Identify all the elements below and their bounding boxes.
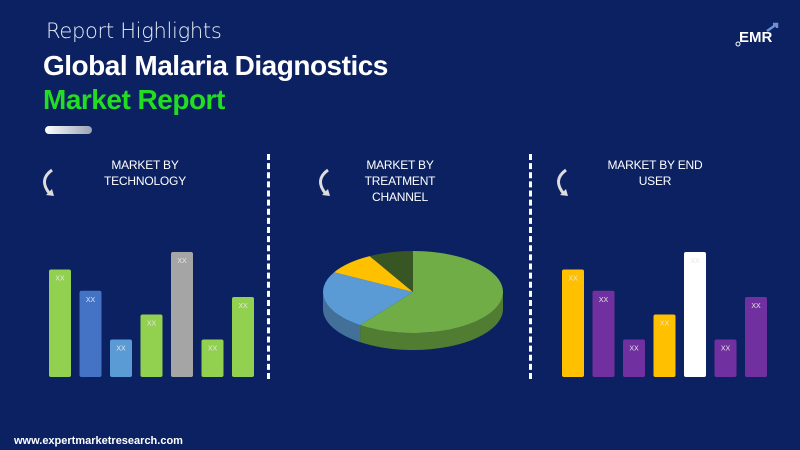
arrow-head-icon <box>46 189 54 196</box>
bar-data-label: XX <box>690 258 700 265</box>
bar-data-label: XX <box>751 303 761 310</box>
bar-data-label: XX <box>599 297 609 304</box>
arrow-head-icon <box>322 189 330 196</box>
technology-bar-chart: XX XX XX XX XX XX XX <box>49 252 254 377</box>
report-subtitle: Market Report <box>43 84 225 115</box>
bar-data-label: XX <box>568 276 578 283</box>
report-kicker: Report Highlights <box>46 19 222 43</box>
pie-slice-side <box>360 292 503 350</box>
bar <box>714 339 737 377</box>
bar <box>171 252 193 377</box>
pie-slice-side <box>322 292 361 343</box>
bar <box>232 297 254 377</box>
pie-slice <box>334 256 413 292</box>
bar <box>653 314 676 377</box>
section-title-technology: MARKET BY TECHNOLOGY <box>103 158 186 188</box>
bar-data-label: XX <box>721 346 731 353</box>
bar <box>684 252 706 377</box>
bar <box>623 339 645 377</box>
bar-data-label: XX <box>147 321 157 328</box>
bar <box>745 297 767 377</box>
report-title: Global Malaria Diagnostics <box>43 50 388 81</box>
curved-arrow-icon <box>43 168 53 195</box>
bar <box>79 290 102 377</box>
bar <box>49 269 71 377</box>
footer-url[interactable]: www.expertmarketresearch.com <box>14 435 183 447</box>
emr-logo: EMR <box>733 22 783 47</box>
bar-data-label: XX <box>629 346 639 353</box>
bar-data-label: XX <box>660 321 670 328</box>
bar <box>592 290 615 377</box>
bar-data-label: XX <box>116 346 126 353</box>
svg-text:EMR: EMR <box>739 29 773 46</box>
treatment-channel-pie-chart <box>322 251 503 350</box>
section-title-end-user: MARKET BY END USER <box>607 158 703 188</box>
bar-data-label: XX <box>55 276 65 283</box>
section-title-treatment-channel: MARKET BY TREATMENT CHANNEL <box>364 158 436 204</box>
bar <box>201 339 224 377</box>
divider <box>529 154 532 379</box>
bar <box>140 314 163 377</box>
emr-logo-mark: EMR <box>735 22 779 47</box>
divider <box>267 154 270 379</box>
bar-data-label: XX <box>177 258 187 265</box>
bar <box>562 269 584 377</box>
curved-arrow-icon <box>319 168 329 195</box>
pie-slice <box>369 251 413 292</box>
pie-slice <box>360 251 503 333</box>
pie-slice <box>323 272 413 326</box>
arrow-head-icon <box>560 189 568 196</box>
bar-data-label: XX <box>208 346 218 353</box>
bar <box>110 339 132 377</box>
bar-data-label: XX <box>86 297 96 304</box>
decorative-pill <box>45 126 92 134</box>
end-user-bar-chart: XX XX XX XX XX XX XX <box>562 252 767 377</box>
curved-arrow-icon <box>557 168 567 195</box>
bar-data-label: XX <box>238 303 248 310</box>
